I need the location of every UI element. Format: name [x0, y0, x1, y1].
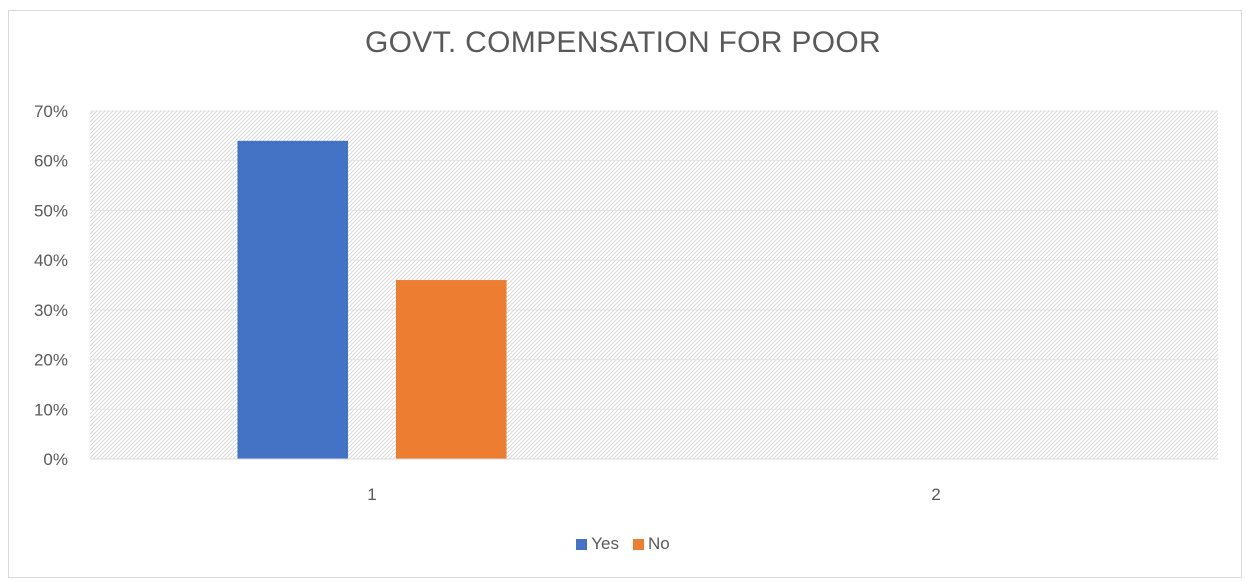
- y-tick-label: 20%: [34, 351, 68, 370]
- y-tick-label: 70%: [34, 102, 68, 121]
- legend: Yes No: [0, 534, 1246, 554]
- y-tick-label: 0%: [43, 450, 68, 469]
- y-tick-label: 60%: [34, 152, 68, 171]
- y-tick-label: 40%: [34, 251, 68, 270]
- y-tick-label: 30%: [34, 301, 68, 320]
- bar-no-1: [395, 280, 507, 459]
- chart-title: GOVT. COMPENSATION FOR POOR: [365, 26, 881, 59]
- x-tick-label: 2: [931, 485, 940, 504]
- legend-label: Yes: [591, 534, 619, 553]
- y-axis-tick-labels: 0% 10% 20% 30% 40% 50% 60% 70%: [34, 102, 68, 469]
- legend-swatch: [633, 538, 644, 550]
- x-tick-label: 1: [367, 485, 376, 504]
- legend-item-no: No: [633, 534, 670, 554]
- legend-item-yes: Yes: [576, 534, 619, 554]
- y-tick-label: 10%: [34, 400, 68, 419]
- bar-yes-1: [237, 140, 349, 460]
- legend-label: No: [648, 534, 670, 553]
- bars: [237, 140, 507, 460]
- legend-swatch: [576, 538, 588, 550]
- y-tick-label: 50%: [34, 201, 68, 220]
